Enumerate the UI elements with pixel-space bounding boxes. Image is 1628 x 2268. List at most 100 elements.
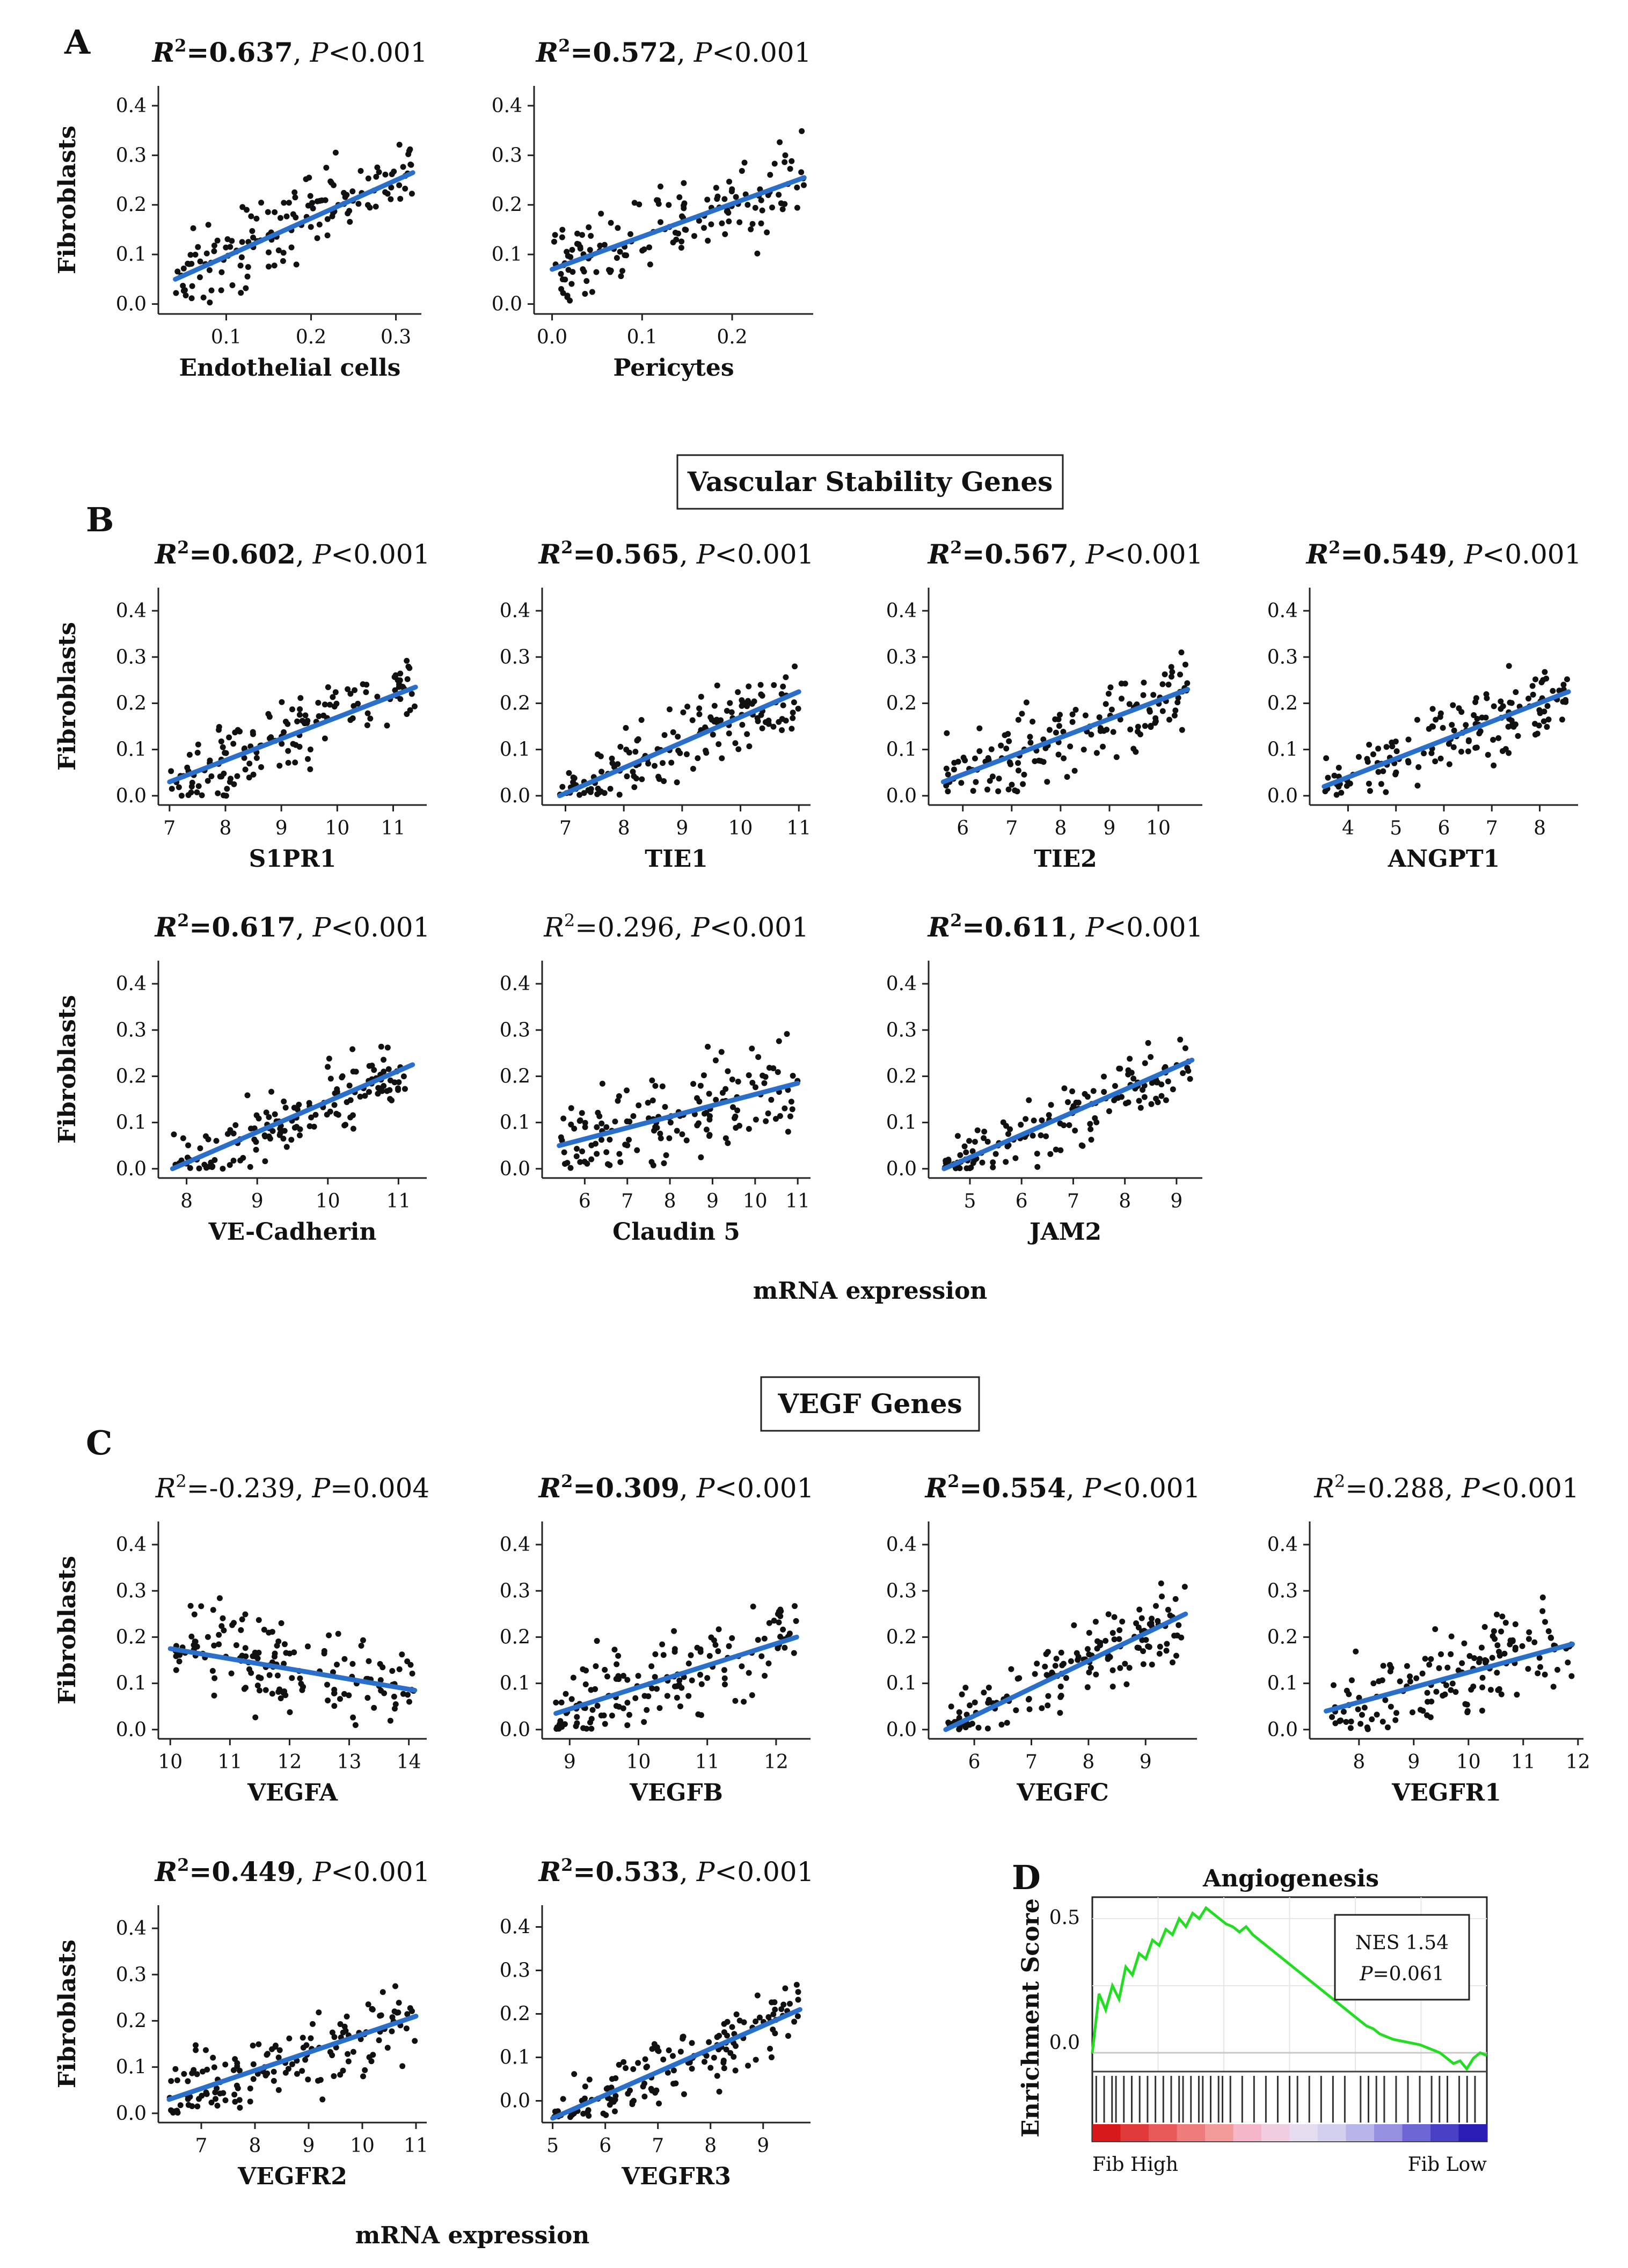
data-point	[300, 2035, 306, 2041]
data-point	[395, 1087, 401, 1093]
data-point	[650, 1162, 656, 1168]
data-point	[191, 1611, 198, 1618]
data-point	[174, 268, 181, 275]
data-point	[269, 1629, 275, 1635]
data-point	[718, 1049, 725, 1055]
data-point	[691, 233, 697, 239]
data-point	[277, 215, 283, 221]
data-point	[762, 1672, 768, 1679]
x-tick-label: 6	[968, 1751, 981, 1773]
data-point	[789, 158, 795, 164]
data-point	[232, 1122, 239, 1129]
data-point	[1446, 761, 1452, 767]
data-point	[389, 171, 395, 178]
y-tick-label: 0.3	[886, 1580, 917, 1602]
data-point	[1526, 1629, 1532, 1635]
data-point	[1145, 1040, 1151, 1046]
data-point	[402, 185, 408, 192]
data-point	[1026, 1706, 1033, 1713]
data-point	[341, 1691, 347, 1697]
data-point	[1448, 1687, 1454, 1693]
data-point	[705, 1043, 711, 1050]
data-point	[780, 702, 786, 708]
data-point	[1005, 1131, 1011, 1137]
data-point	[630, 769, 636, 775]
data-point	[1115, 1095, 1121, 1101]
x-tick-label: 6	[599, 2135, 611, 2157]
data-point	[396, 1666, 403, 1672]
title-r: R	[538, 538, 561, 570]
data-point	[1086, 1629, 1092, 1636]
data-point	[791, 2018, 798, 2025]
data-point	[1147, 708, 1153, 715]
data-point	[656, 2101, 662, 2107]
data-point	[678, 245, 684, 251]
p-pericytes: 0.00.10.20.30.40.0 0.1 0.2R2=0.572, P<0.00…	[492, 35, 813, 382]
data-point	[627, 231, 634, 237]
data-point	[697, 1649, 704, 1655]
y-tick-label: 0.1	[886, 1112, 917, 1134]
title-pval: <0.001	[1482, 539, 1581, 570]
data-point	[384, 722, 390, 729]
regression-line	[1324, 1641, 1575, 1714]
title-p: P	[312, 1856, 332, 1887]
data-point	[1426, 1662, 1433, 1668]
y-tick-label: 0.4	[886, 973, 917, 995]
data-point	[727, 2050, 734, 2056]
data-point	[229, 282, 236, 289]
data-point	[657, 219, 663, 225]
data-point	[389, 2014, 396, 2021]
x-tick-label: 10	[158, 1751, 182, 1773]
data-point	[341, 1122, 348, 1129]
data-point	[716, 2088, 722, 2095]
data-point	[1477, 1656, 1483, 1662]
title-p: P	[696, 539, 716, 570]
data-point	[349, 188, 356, 195]
data-point	[696, 1099, 703, 1105]
title-sup: 2	[1328, 537, 1340, 558]
data-point	[1158, 1093, 1165, 1099]
data-point	[374, 693, 381, 700]
data-point	[239, 239, 245, 245]
title-pval: <0.001	[331, 539, 430, 570]
data-point	[635, 736, 641, 742]
x-tick-label: 12	[764, 1751, 789, 1773]
data-point	[327, 2049, 333, 2055]
data-point	[1355, 1706, 1361, 1713]
data-point	[561, 1149, 567, 1155]
title-sep: ,	[680, 1856, 697, 1887]
x-axis-label: VE-Cadherin	[208, 1218, 377, 1246]
data-point	[1168, 664, 1174, 670]
data-point	[365, 175, 371, 182]
data-point	[1166, 716, 1172, 723]
data-point	[723, 2046, 729, 2053]
data-point	[631, 784, 638, 791]
data-point	[1104, 727, 1110, 733]
data-point	[272, 2044, 279, 2050]
data-point	[659, 1083, 666, 1089]
data-point	[281, 1660, 287, 1667]
data-point	[185, 260, 191, 267]
data-point	[367, 715, 374, 722]
data-point	[1187, 1076, 1193, 1082]
data-point	[559, 1137, 565, 1144]
plot-title: R2=0.565, P<0.001	[538, 537, 814, 570]
data-point	[377, 2013, 383, 2019]
data-point	[363, 682, 370, 688]
y-tick-label: 0.3	[116, 646, 147, 668]
data-point	[790, 715, 796, 721]
data-point	[1383, 789, 1389, 795]
data-point	[369, 1063, 375, 1069]
data-point	[1013, 1707, 1019, 1714]
data-point	[344, 192, 350, 198]
data-point	[193, 2042, 199, 2048]
title-r: R	[538, 1472, 561, 1504]
data-point	[689, 717, 696, 723]
x-tick-label: 7	[559, 817, 572, 839]
data-point	[670, 729, 676, 735]
data-point	[403, 2025, 410, 2032]
data-point	[696, 711, 703, 718]
data-point	[733, 2043, 739, 2049]
data-point	[1109, 1667, 1116, 1673]
